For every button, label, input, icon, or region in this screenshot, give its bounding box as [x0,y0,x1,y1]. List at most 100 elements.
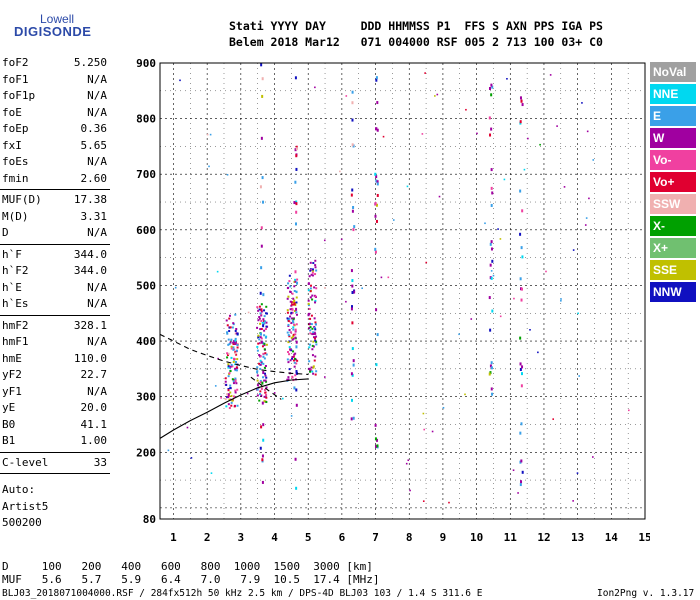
echo-point [293,290,296,293]
legend-item: SSW [650,194,696,214]
echo-point [292,328,295,331]
echo-point [289,315,292,318]
echo-point [265,312,268,315]
legend-item: NNE [650,84,696,104]
echo-point [225,405,228,408]
echo-point [260,136,263,140]
echo-point [260,63,263,67]
echo-point [585,217,588,219]
echo-point [257,336,260,339]
echo-point [257,319,260,322]
echo-point [236,404,239,407]
echo-point [294,270,297,274]
echo-point [311,274,314,277]
echo-point [264,379,267,382]
echo-point [308,275,311,278]
echo-point [488,372,491,376]
echo-point [292,350,295,353]
echo-point [351,284,354,288]
echo-point [312,345,315,348]
param-name: yF2 [2,368,22,381]
echo-point [519,189,522,193]
echo-point [351,101,354,105]
echo-point [521,365,524,369]
echo-point [350,372,353,376]
echo-point [351,188,354,192]
echo-point [521,209,524,213]
echo-point [216,270,219,273]
echo-point [257,309,260,312]
param-name: yF1 [2,384,22,398]
echo-point [351,373,354,377]
echo-point [260,226,263,230]
echo-point [376,101,379,105]
echo-point [315,323,318,326]
header-label: DAY [305,19,361,33]
echo-point [226,324,229,327]
echo-point [229,391,232,394]
echo-point [247,311,250,314]
echo-point [351,143,354,147]
echo-point [261,77,264,81]
echo-point [258,317,261,320]
echo-point [592,159,595,161]
echo-point [521,103,524,107]
echo-point [260,394,263,397]
echo-point [260,310,263,313]
param-value: N/A [87,384,107,398]
echo-point [352,228,355,232]
echo-point [262,200,265,204]
echo-point [264,374,267,377]
echo-point [380,276,383,279]
echo-point [519,483,522,487]
x-tick-label: 4 [271,531,278,544]
echo-point [259,185,262,189]
echo-point [295,202,298,206]
echo-point [307,282,310,285]
echo-point [490,366,493,370]
param-name: h`Es [2,297,29,310]
echo-point [210,472,213,474]
echo-point [506,77,508,80]
echo-point [263,315,266,318]
echo-point [470,318,473,320]
param-name: D [2,226,9,239]
echo-point [231,378,234,381]
echo-point [312,340,315,343]
echo-point [592,456,594,458]
legend-item: SSE [650,260,696,280]
echo-point [422,500,425,502]
echo-point [310,366,313,369]
echo-point [292,359,295,362]
param-value: 344.0 [73,264,107,277]
echo-point [520,372,523,376]
echo-point [256,371,259,374]
param-value: 22.7 [80,368,108,381]
echo-point [231,326,234,329]
echo-point [228,330,231,333]
echo-point [351,291,354,295]
echo-point [294,180,297,184]
echo-point [291,303,294,306]
echo-point [256,349,259,352]
echo-point [264,391,267,394]
param-value: 2.60 [80,171,108,185]
echo-point [464,393,466,396]
echo-point [265,401,268,404]
echo-point [260,387,263,390]
echo-point [421,133,424,135]
echo-point [309,317,312,320]
echo-point [263,388,266,391]
header-value: RSF [436,35,465,49]
echo-point [438,195,441,198]
echo-point [519,362,522,366]
echo-point [314,355,317,358]
echo-point [520,99,523,103]
echo-point [490,186,493,190]
echo-point [224,377,227,380]
echo-point [350,417,353,421]
echo-point [314,299,317,302]
echo-point [293,386,296,390]
echo-point [521,255,524,259]
echo-point [246,392,249,395]
